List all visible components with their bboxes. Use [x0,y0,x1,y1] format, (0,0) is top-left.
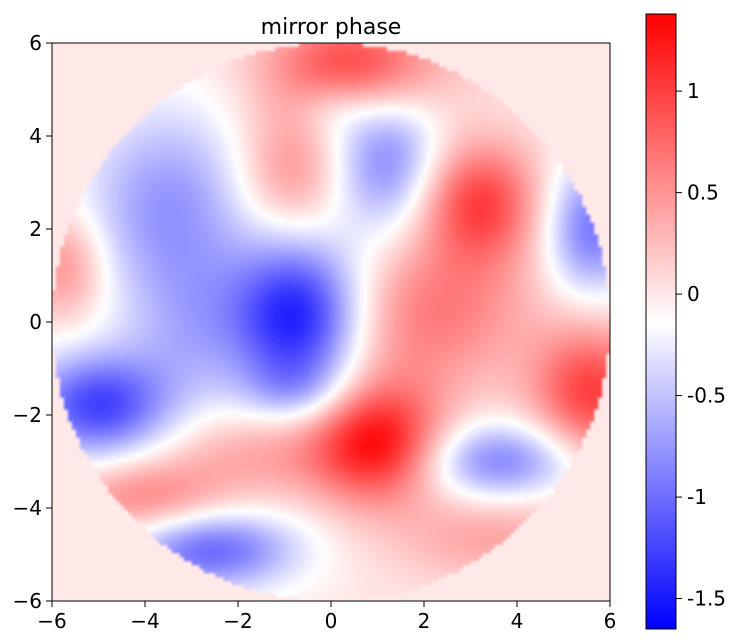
x-tick-label: 0 [325,609,338,633]
colorbar-tick-label: -1 [687,485,707,509]
colorbar-gradient [646,14,676,629]
chart-title: mirror phase [261,15,402,40]
y-tick-label: 4 [29,124,42,148]
x-tick-label: −4 [130,609,159,633]
colorbar-ticks: 1 0.5 0 -0.5 -1 -1.5 [676,79,726,611]
x-tick-label: −2 [223,609,252,633]
colorbar-tick-label: -0.5 [687,384,726,408]
y-tick-label: 6 [29,31,42,55]
colorbar-tick-label: -1.5 [687,587,726,611]
colorbar-tick-label: 1 [687,79,700,103]
x-tick-label: 6 [604,609,617,633]
x-tick-label: 4 [511,609,524,633]
y-axis: −6 −4 −2 0 2 4 6 [13,31,52,613]
x-axis: −6 −4 −2 0 2 4 6 [37,601,616,633]
colorbar: 1 0.5 0 -0.5 -1 -1.5 [645,13,726,630]
y-tick-label: 0 [29,310,42,334]
y-tick-label: −6 [13,589,42,613]
phase-heatmap [52,43,610,601]
y-tick-label: −2 [13,403,42,427]
y-tick-label: −4 [13,496,42,520]
colorbar-tick-label: 0.5 [687,181,719,205]
colorbar-tick-label: 0 [687,282,700,306]
x-tick-label: −6 [37,609,66,633]
colorbar-frame [645,13,677,630]
plot-area [51,42,611,602]
y-tick-label: 2 [29,217,42,241]
x-tick-label: 2 [418,609,431,633]
